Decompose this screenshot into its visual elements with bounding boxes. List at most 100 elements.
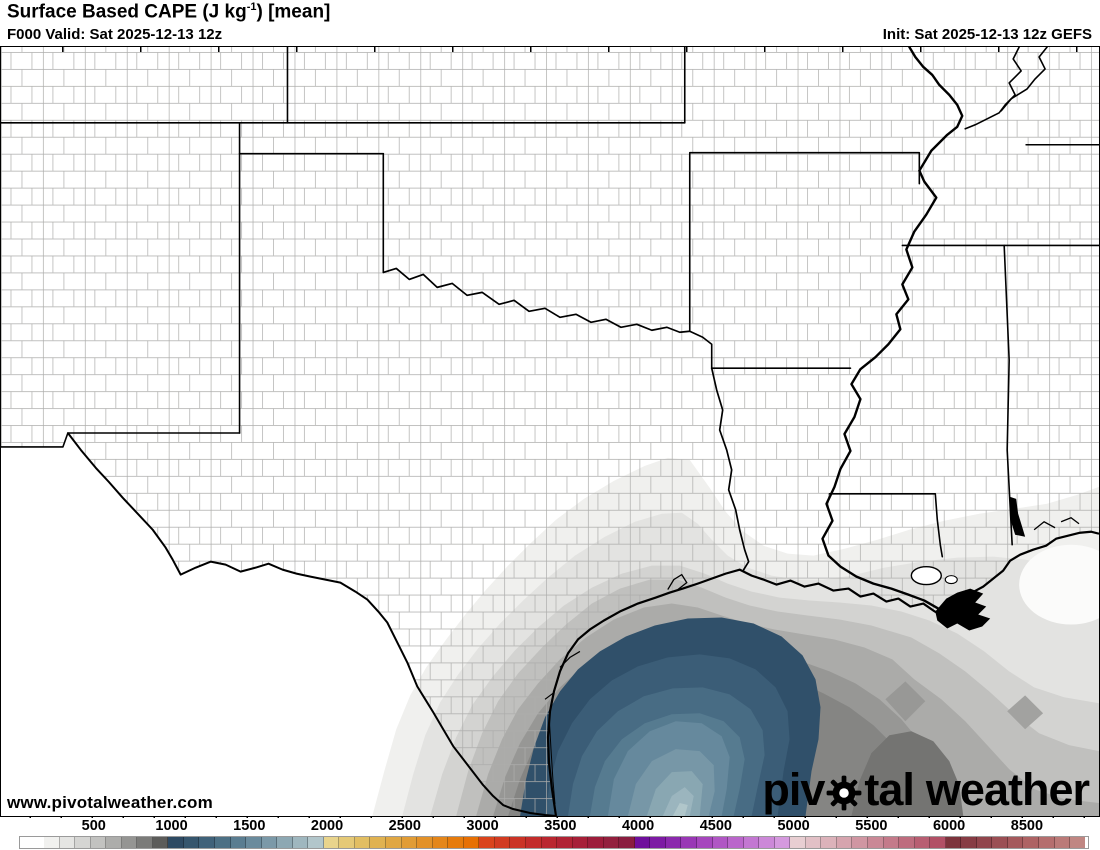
map-svg xyxy=(1,47,1099,816)
valid-time-label: F000 Valid: Sat 2025-12-13 12z xyxy=(7,26,223,43)
title-superscript: -1 xyxy=(246,1,257,13)
mississippi-delta xyxy=(935,588,991,631)
colorbar-cell xyxy=(370,837,387,848)
galveston-bay xyxy=(667,573,688,591)
colorbar-cell xyxy=(665,837,682,848)
colorbar-cell xyxy=(774,837,791,848)
colorbar-cell xyxy=(1070,837,1085,848)
colorbar-cell xyxy=(137,837,153,848)
lake-pontchartrain xyxy=(910,565,942,586)
logo-text-tal: tal xyxy=(864,764,915,815)
colorbar-cell xyxy=(914,837,931,848)
red-river xyxy=(382,267,691,334)
colorbar-cell xyxy=(215,837,231,848)
colorbar-cell xyxy=(401,837,418,848)
colorbar-cell xyxy=(619,837,635,848)
colorbar-cell xyxy=(59,837,76,848)
colorbar-cell xyxy=(836,837,853,848)
laguna-madre xyxy=(548,714,556,805)
colorbar-tick-label: 2000 xyxy=(310,818,344,834)
page-title: Surface Based CAPE (J kg-1) [mean] xyxy=(7,1,331,23)
colorbar-cell xyxy=(292,837,309,848)
colorbar-cell xyxy=(479,837,495,848)
colorbar-cell xyxy=(712,837,729,848)
colorbar-tick-label: 4500 xyxy=(699,818,732,834)
colorbar-cell xyxy=(899,837,915,848)
logo-text-piv: piv xyxy=(762,764,825,815)
colorbar-cell xyxy=(572,837,589,848)
colorbar-tick-label: 1500 xyxy=(233,818,266,834)
map-area: www.pivotalweather.com piv xyxy=(0,46,1100,817)
colorbar-cell xyxy=(354,837,371,848)
colorbar-cell xyxy=(867,837,884,848)
colorbar-cell xyxy=(308,837,324,848)
colorbar-cell xyxy=(90,837,107,848)
colorbar-cell xyxy=(525,837,542,848)
colorbar-cell xyxy=(386,837,402,848)
colorbar-cell xyxy=(728,837,744,848)
colorbar-cell xyxy=(323,837,340,848)
gulf-coastline xyxy=(546,530,1099,816)
colorbar-cell xyxy=(557,837,573,848)
colorbar: 500 1000 1500 2000 2500 3000 3500 4000 4500 5000 5… xyxy=(0,818,1100,850)
colorbar-cell xyxy=(417,837,433,848)
lakes xyxy=(910,565,958,586)
colorbar-cell xyxy=(230,837,247,848)
colorbar-scale xyxy=(19,836,1089,849)
colorbar-cell xyxy=(821,837,837,848)
gear-icon xyxy=(826,775,862,810)
colorbar-cell xyxy=(448,837,464,848)
colorbar-cell xyxy=(603,837,620,848)
init-time-label: Init: Sat 2025-12-13 12z GEFS xyxy=(882,26,1092,43)
colorbar-cell xyxy=(696,837,713,848)
colorbar-cell xyxy=(199,837,216,848)
colorbar-tick-label: 5000 xyxy=(777,818,810,834)
colorbar-tick-label: 1000 xyxy=(155,818,188,834)
rivers xyxy=(382,47,1048,616)
colorbar-cell xyxy=(541,837,558,848)
low-cape-hole xyxy=(1019,544,1099,625)
colorbar-cell xyxy=(432,837,449,848)
colorbar-cell xyxy=(961,837,977,848)
colorbar-cell xyxy=(261,837,278,848)
colorbar-cell xyxy=(1054,837,1071,848)
colorbar-cell xyxy=(106,837,122,848)
colorbar-cell xyxy=(681,837,697,848)
pivotal-weather-logo: piv tal weather xyxy=(762,764,1090,815)
rio-grande-border xyxy=(67,432,557,816)
colorbar-cell xyxy=(168,837,184,848)
colorbar-cell xyxy=(650,837,666,848)
colorbar-cell xyxy=(634,837,651,848)
colorbar-cell xyxy=(852,837,868,848)
colorbar-tick-label: 4000 xyxy=(621,818,655,834)
colorbar-cell xyxy=(494,837,511,848)
colorbar-cell xyxy=(121,837,138,848)
colorbar-tick-label: 2500 xyxy=(388,818,421,834)
colorbar-cell xyxy=(805,837,822,848)
colorbar-tick-label: 6000 xyxy=(932,818,966,834)
colorbar-tick-label: 500 xyxy=(81,818,106,834)
colorbar-tick-label: 8500 xyxy=(1010,818,1044,834)
logo-text-weather: weather xyxy=(925,764,1090,815)
colorbar-cell xyxy=(930,837,946,848)
colorbar-cell xyxy=(1039,837,1055,848)
colorbar-cell xyxy=(1007,837,1024,848)
colorbar-cell xyxy=(44,837,60,848)
colorbar-cell xyxy=(510,837,526,848)
coastal-details xyxy=(544,496,1080,805)
colorbar-cell xyxy=(945,837,962,848)
colorbar-cell xyxy=(790,837,806,848)
colorbar-cell xyxy=(743,837,760,848)
colorbar-cell xyxy=(339,837,355,848)
colorbar-cell xyxy=(992,837,1008,848)
colorbar-cell xyxy=(246,837,262,848)
colorbar-cell xyxy=(1023,837,1039,848)
colorbar-cell xyxy=(152,837,169,848)
colorbar-cell xyxy=(277,837,293,848)
watermark: www.pivotalweather.com xyxy=(7,793,213,812)
colorbar-tick-label: 3000 xyxy=(466,818,499,834)
colorbar-cell xyxy=(976,837,993,848)
colorbar-tick-label: 3500 xyxy=(544,818,577,834)
colorbar-cell xyxy=(759,837,775,848)
